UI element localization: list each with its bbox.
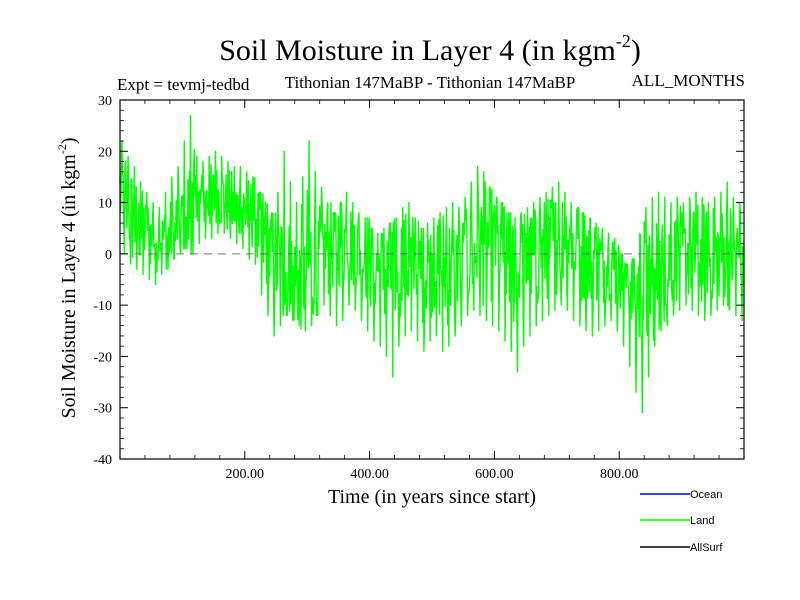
y-tick-label: 0 [105, 248, 112, 263]
x-axis-label: Time (in years since start) [328, 486, 536, 508]
legend-label-land: Land [690, 515, 714, 527]
y-tick-label: -30 [93, 402, 112, 417]
y-axis-label-close: ) [58, 137, 80, 144]
y-tick-label: -20 [93, 350, 112, 365]
y-tick-label: 30 [98, 94, 112, 109]
legend: Ocean Land AllSurf [640, 489, 723, 554]
y-tick-label: 10 [98, 197, 112, 212]
x-tick-label: 400.00 [350, 467, 389, 482]
legend-label-ocean: Ocean [690, 489, 722, 501]
series-layer [119, 114, 745, 414]
subtitle-center: Tithonian 147MaBP - Tithonian 147MaBP [285, 73, 576, 92]
chart-title-close: ) [631, 34, 641, 67]
y-tick-label: -40 [93, 453, 112, 468]
legend-label-allsurf: AllSurf [690, 542, 723, 554]
subtitle-left: Expt = tevmj-tedbd [117, 75, 250, 94]
y-axis-label-superscript: -2 [55, 144, 69, 154]
series-line-land [119, 114, 745, 414]
chart-title: Soil Moisture in Layer 4 (in kgm-2) [219, 31, 641, 67]
y-tick-label: 20 [98, 145, 112, 160]
subtitle-right: ALL_MONTHS [632, 71, 745, 90]
plot-frame [119, 99, 745, 460]
y-tick-label: -10 [93, 299, 112, 314]
x-tick-label: 600.00 [475, 467, 514, 482]
ticks-layer: 30 20 10 0 -10 -20 -30 -40 200.00 400.00 600.00 800… [93, 94, 744, 482]
x-tick-label: 200.00 [226, 467, 265, 482]
x-tick-label: 800.00 [600, 467, 639, 482]
chart-title-superscript: -2 [616, 31, 631, 51]
y-axis-label: Soil Moisture in Layer 4 (in kgm-2) [55, 137, 80, 418]
